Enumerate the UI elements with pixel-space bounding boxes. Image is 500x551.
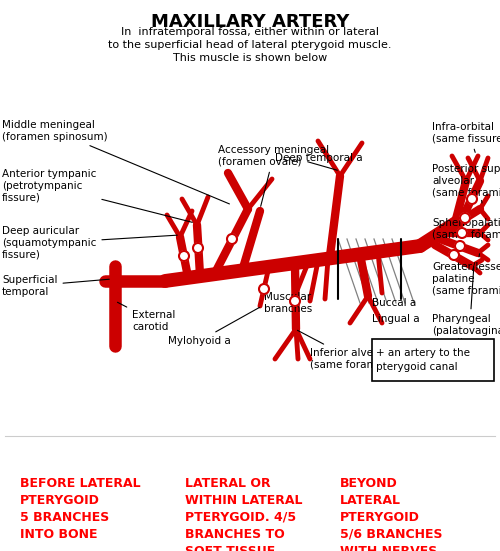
- Text: Greater/lesser
palatine
(same foramina): Greater/lesser palatine (same foramina): [432, 254, 500, 295]
- Circle shape: [227, 234, 237, 244]
- Text: Mylohyoid a: Mylohyoid a: [168, 307, 260, 346]
- Text: Inferior alveolar
(same foramen): Inferior alveolar (same foramen): [298, 330, 394, 370]
- Text: Deep auricular
(squamotympanic
fissure): Deep auricular (squamotympanic fissure): [2, 226, 177, 260]
- Text: External
carotid: External carotid: [118, 302, 176, 332]
- Text: Sphenopalatine
(same  foramen): Sphenopalatine (same foramen): [432, 218, 500, 240]
- Text: Lingual a: Lingual a: [372, 314, 420, 324]
- Text: Infra-orbital
(same fissure): Infra-orbital (same fissure): [432, 122, 500, 152]
- Text: + an artery to the
pterygoid canal: + an artery to the pterygoid canal: [376, 348, 470, 371]
- Text: BEFORE LATERAL
PTERYGOID
5 BRANCHES
INTO BONE: BEFORE LATERAL PTERYGOID 5 BRANCHES INTO…: [20, 477, 140, 541]
- Circle shape: [259, 284, 269, 294]
- Text: Posterior superior
alveolar
(same foramina): Posterior superior alveolar (same forami…: [432, 164, 500, 203]
- Circle shape: [179, 251, 189, 261]
- Text: Accessory meningeal
(foramen ovale): Accessory meningeal (foramen ovale): [218, 145, 329, 206]
- Text: MAXILLARY ARTERY: MAXILLARY ARTERY: [151, 13, 349, 31]
- Circle shape: [455, 241, 465, 251]
- Text: Superficial
temporal: Superficial temporal: [2, 275, 109, 297]
- Text: Anterior tympanic
(petrotympanic
fissure): Anterior tympanic (petrotympanic fissure…: [2, 169, 192, 222]
- Text: Muscular
branches: Muscular branches: [264, 292, 312, 314]
- Circle shape: [457, 228, 467, 238]
- Circle shape: [193, 243, 203, 253]
- Text: Buccal a: Buccal a: [372, 298, 416, 308]
- Circle shape: [467, 194, 477, 204]
- Text: Middle meningeal
(foramen spinosum): Middle meningeal (foramen spinosum): [2, 120, 230, 204]
- Circle shape: [449, 250, 459, 260]
- Text: LATERAL OR
WITHIN LATERAL
PTERYGOID. 4/5
BRANCHES TO
SOFT TISSUE: LATERAL OR WITHIN LATERAL PTERYGOID. 4/5…: [185, 477, 302, 551]
- Circle shape: [290, 296, 300, 306]
- Circle shape: [460, 213, 470, 223]
- Text: In  infratemporal fossa, either within or lateral
to the superficial head of lat: In infratemporal fossa, either within or…: [108, 27, 392, 63]
- Bar: [372, 339, 494, 381]
- Text: BEYOND
LATERAL
PTERYGOID
5/6 BRANCHES
WITH NERVES: BEYOND LATERAL PTERYGOID 5/6 BRANCHES WI…: [340, 477, 442, 551]
- Text: Deep temporal a: Deep temporal a: [275, 153, 362, 163]
- Text: Pharyngeal
(palatovaginal
canal): Pharyngeal (palatovaginal canal): [432, 267, 500, 348]
